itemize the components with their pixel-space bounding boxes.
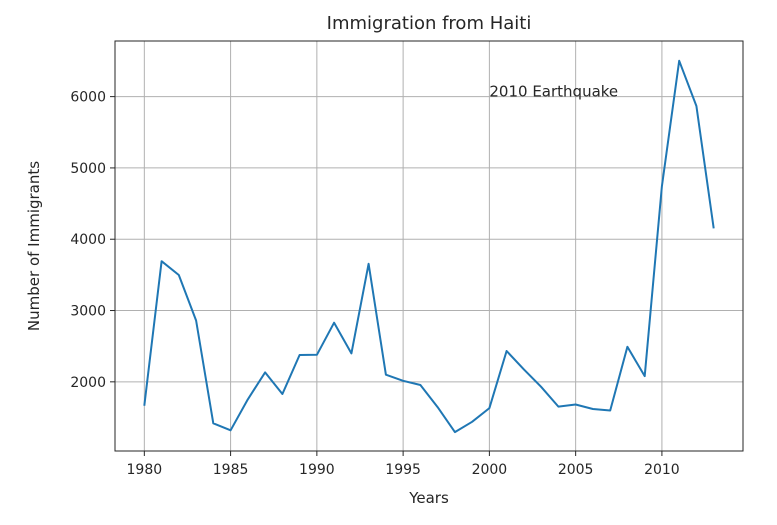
x-tick-label: 2005: [558, 462, 594, 478]
x-tick-label: 1990: [299, 462, 335, 478]
chart-title: Immigration from Haiti: [327, 13, 532, 34]
grid: [115, 41, 743, 451]
y-tick-label: 3000: [70, 304, 106, 320]
annotation-earthquake: 2010 Earthquake: [489, 83, 618, 101]
x-tick-label: 2010: [644, 462, 680, 478]
plot-area-frame: [114, 40, 744, 452]
x-tick-label: 1980: [127, 462, 163, 478]
y-axis-label: Number of Immigrants: [25, 161, 43, 331]
y-tick-label: 2000: [70, 375, 106, 391]
x-tick-label: 1995: [385, 462, 421, 478]
x-tick-label: 1985: [213, 462, 249, 478]
y-tick-label: 5000: [70, 161, 106, 177]
x-axis-label: Years: [408, 489, 449, 507]
axis-ticks: 1980 1985 1990 1995 2000 2005 2010 2000 3000 4000…: [70, 90, 679, 478]
x-tick-label: 2000: [472, 462, 508, 478]
y-tick-label: 6000: [70, 90, 106, 106]
y-tick-label: 4000: [70, 232, 106, 248]
series-line-immigrants: [143, 59, 715, 434]
